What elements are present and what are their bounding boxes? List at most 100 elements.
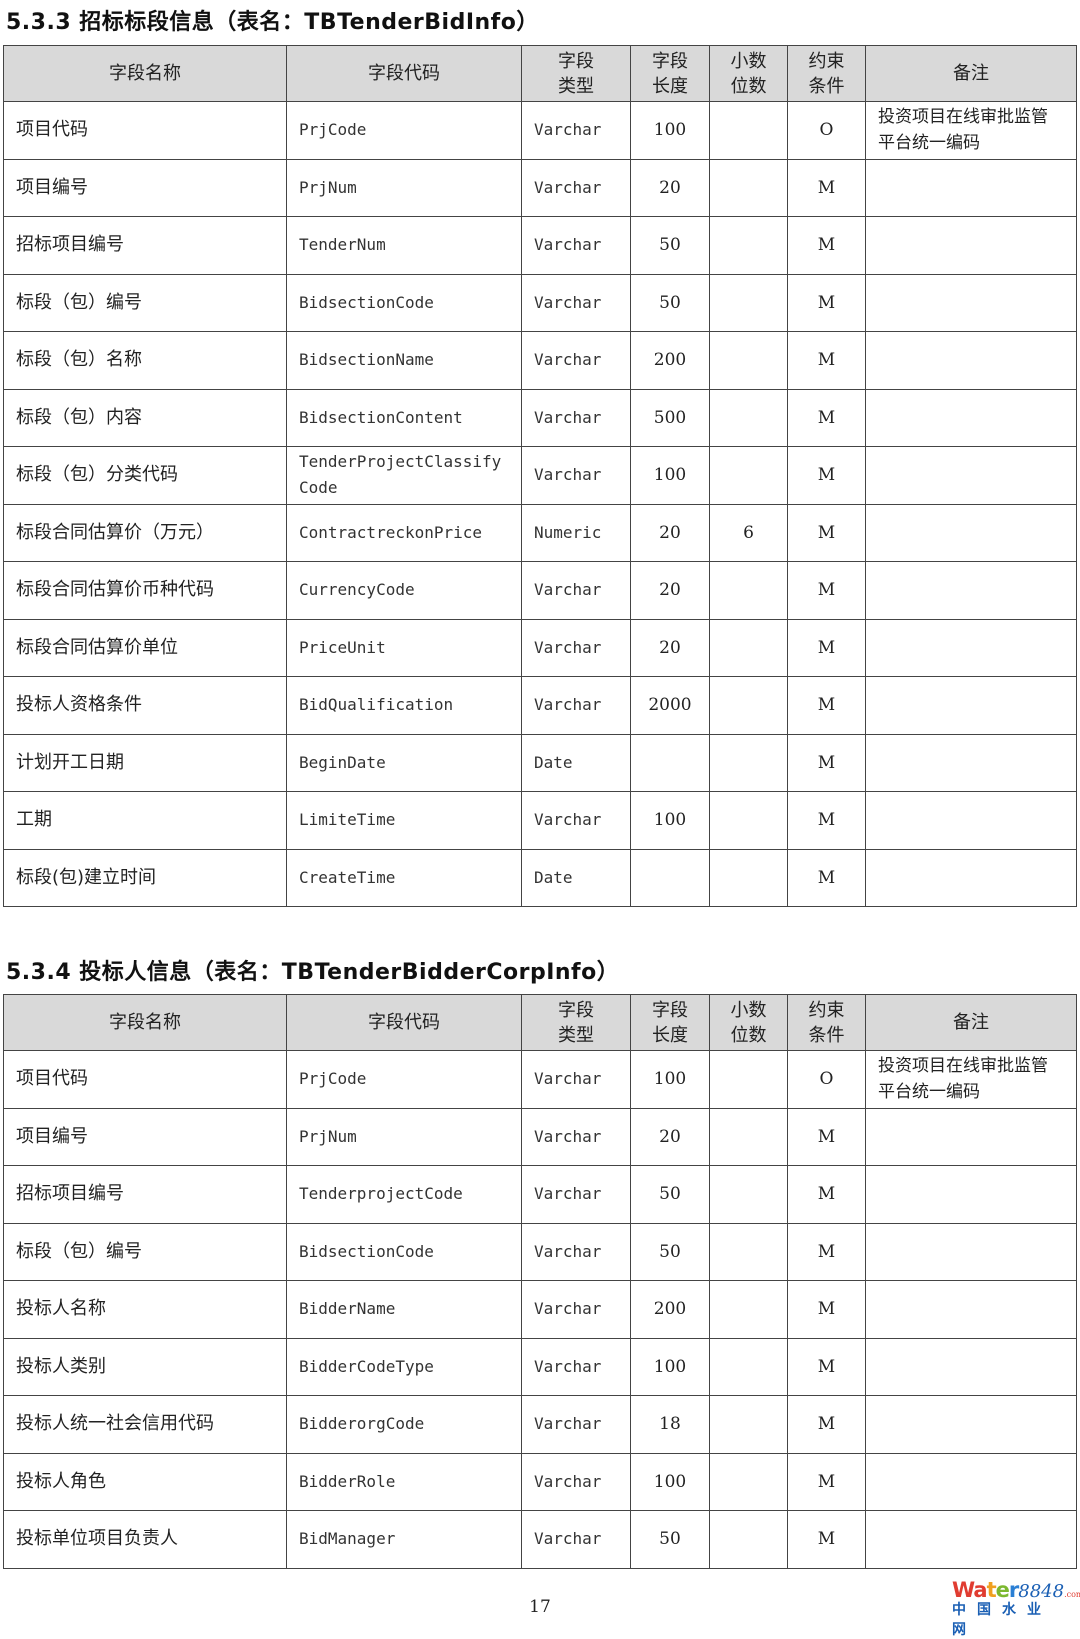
remark-cell: [865, 1280, 1077, 1339]
field-length-cell: 2000: [630, 676, 710, 735]
field-type-cell: Varchar: [521, 331, 631, 390]
field-code-cell: BidQualification: [286, 676, 522, 735]
field-length-cell: 100: [630, 1337, 710, 1396]
field-name-cell: 投标人名称: [3, 1280, 287, 1339]
field-type-cell: Varchar: [521, 1165, 631, 1224]
column-header-label: 字段长度: [651, 999, 688, 1046]
constraint-cell: M: [787, 388, 866, 447]
field-code-cell: PrjNum: [286, 158, 522, 217]
column-header: 字段类型: [521, 45, 631, 102]
decimal-places-cell: [709, 733, 788, 792]
decimal-places-cell: [709, 446, 788, 505]
field-length-cell: 20: [630, 503, 710, 562]
decimal-places-cell: [709, 561, 788, 620]
table-row: 投标人名称 BidderName Varchar 200 M: [3, 1280, 1077, 1339]
field-length-cell: 18: [630, 1395, 710, 1454]
field-name-cell: 项目代码: [3, 1050, 287, 1109]
constraint-cell: M: [787, 791, 866, 850]
field-code-cell: BidderCodeType: [286, 1337, 522, 1396]
constraint-cell: M: [787, 676, 866, 735]
remark-cell: [865, 848, 1077, 907]
section-title-biddercorp: 5.3.4 投标人信息（表名：TBTenderBidderCorpInfo）: [6, 960, 620, 985]
decimal-places-cell: [709, 1107, 788, 1166]
constraint-cell: M: [787, 848, 866, 907]
remark-cell: [865, 791, 1077, 850]
remark-cell: 投资项目在线审批监管平台统一编码: [865, 101, 1077, 160]
column-header-label: 小数位数: [730, 50, 767, 97]
field-name-cell: 标段（包）编号: [3, 1222, 287, 1281]
constraint-cell: M: [787, 733, 866, 792]
field-type-cell: Varchar: [521, 676, 631, 735]
remark-cell: [865, 1395, 1077, 1454]
field-type-cell: Date: [521, 733, 631, 792]
table-row: 项目代码 PrjCode Varchar 100 O 投资项目在线审批监管平台统一编码: [3, 1050, 1077, 1109]
remark-cell: [865, 733, 1077, 792]
table-row: 项目编号 PrjNum Varchar 20 M: [3, 158, 1077, 217]
constraint-cell: M: [787, 1107, 866, 1166]
field-name-cell: 标段合同估算价币种代码: [3, 561, 287, 620]
constraint-cell: M: [787, 618, 866, 677]
field-name-cell: 投标人统一社会信用代码: [3, 1395, 287, 1454]
table-row: 投标人角色 BidderRole Varchar 100 M: [3, 1452, 1077, 1511]
remark-cell: [865, 1165, 1077, 1224]
decimal-places-cell: [709, 1222, 788, 1281]
field-type-cell: Varchar: [521, 618, 631, 677]
remark-cell: [865, 216, 1077, 275]
header-row: 字段名称 字段代码 字段类型 字段长度 小数位数 约束条件 备注: [3, 45, 1077, 102]
field-type-cell: Varchar: [521, 1050, 631, 1109]
field-type-cell: Varchar: [521, 158, 631, 217]
field-length-cell: 100: [630, 1452, 710, 1511]
decimal-places-cell: [709, 1337, 788, 1396]
column-header: 字段名称: [3, 994, 287, 1051]
field-name-cell: 项目编号: [3, 158, 287, 217]
field-name-cell: 标段合同估算价（万元）: [3, 503, 287, 562]
field-name-cell: 工期: [3, 791, 287, 850]
field-type-cell: Varchar: [521, 446, 631, 505]
decimal-places-cell: [709, 101, 788, 160]
field-name-cell: 招标项目编号: [3, 1165, 287, 1224]
field-name-cell: 标段合同估算价单位: [3, 618, 287, 677]
constraint-cell: O: [787, 101, 866, 160]
field-type-cell: Date: [521, 848, 631, 907]
field-name-cell: 项目代码: [3, 101, 287, 160]
constraint-cell: M: [787, 1280, 866, 1339]
field-code-cell: CurrencyCode: [286, 561, 522, 620]
constraint-cell: M: [787, 158, 866, 217]
field-type-cell: Numeric: [521, 503, 631, 562]
constraint-cell: M: [787, 273, 866, 332]
decimal-places-cell: [709, 273, 788, 332]
column-header: 字段代码: [286, 45, 522, 102]
constraint-cell: M: [787, 561, 866, 620]
constraint-cell: O: [787, 1050, 866, 1109]
decimal-places-cell: [709, 676, 788, 735]
table-row: 投标人类别 BidderCodeType Varchar 100 M: [3, 1337, 1077, 1396]
field-name-cell: 标段(包)建立时间: [3, 848, 287, 907]
field-type-cell: Varchar: [521, 1510, 631, 1569]
constraint-cell: M: [787, 1452, 866, 1511]
bidinfo-table: 字段名称 字段代码 字段类型 字段长度 小数位数 约束条件 备注 项目代码 PrjCode Var…: [3, 45, 1077, 907]
decimal-places-cell: [709, 1510, 788, 1569]
decimal-places-cell: [709, 1280, 788, 1339]
remark-cell: [865, 273, 1077, 332]
field-type-cell: Varchar: [521, 101, 631, 160]
table-row: 标段(包)建立时间 CreateTime Date M: [3, 848, 1077, 907]
remark-cell: [865, 503, 1077, 562]
field-type-cell: Varchar: [521, 1222, 631, 1281]
decimal-places-cell: 6: [709, 503, 788, 562]
remark-cell: [865, 1107, 1077, 1166]
column-header: 备注: [865, 45, 1077, 102]
remark-cell: [865, 388, 1077, 447]
field-length-cell: 50: [630, 1165, 710, 1224]
field-name-cell: 投标人资格条件: [3, 676, 287, 735]
field-name-cell: 项目编号: [3, 1107, 287, 1166]
field-length-cell: 20: [630, 1107, 710, 1166]
table-row: 标段（包）名称 BidsectionName Varchar 200 M: [3, 331, 1077, 390]
biddercorp-table: 字段名称 字段代码 字段类型 字段长度 小数位数 约束条件 备注 项目代码 PrjCode Var…: [3, 994, 1077, 1569]
section-title-bidinfo: 5.3.3 招标标段信息（表名：TBTenderBidInfo）: [6, 10, 539, 35]
field-length-cell: 50: [630, 216, 710, 275]
field-name-cell: 标段（包）分类代码: [3, 446, 287, 505]
table-row: 工期 LimiteTime Varchar 100 M: [3, 791, 1077, 850]
field-code-cell: BeginDate: [286, 733, 522, 792]
field-type-cell: Varchar: [521, 388, 631, 447]
field-name-cell: 招标项目编号: [3, 216, 287, 275]
